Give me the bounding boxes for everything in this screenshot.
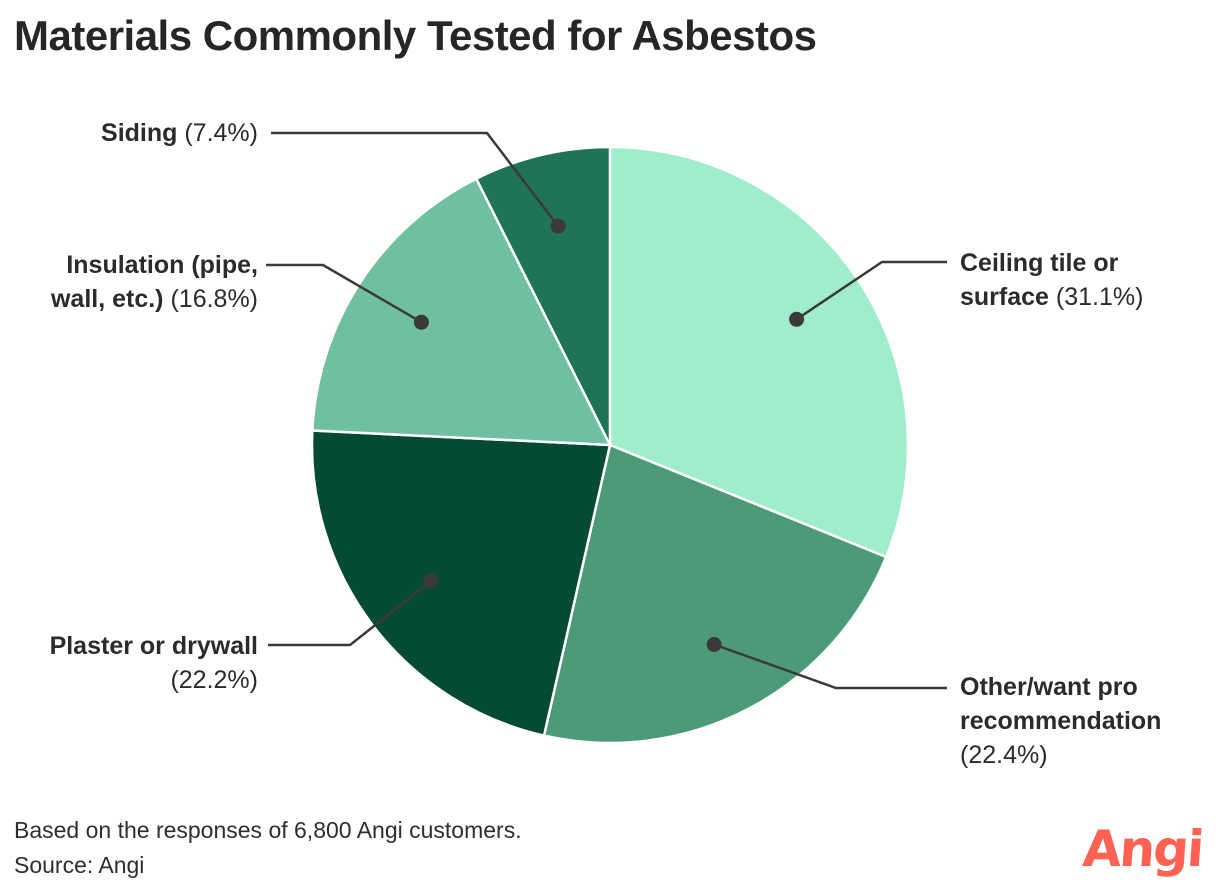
- leader-line: [713, 643, 947, 690]
- leader-line: [266, 263, 423, 324]
- pie-slice-siding: [475, 145, 612, 447]
- pie-slice-insulation-pipe-wall-etc: [311, 177, 612, 447]
- leader-dot: [423, 573, 439, 589]
- slice-label-other-pct: (22.4%): [960, 741, 1048, 769]
- slice-label-ceiling-pct: (31.1%): [1048, 283, 1144, 311]
- pie-slice-plaster-or-drywall: [310, 429, 612, 737]
- slice-label-other-line2: recommendation: [960, 707, 1162, 735]
- slice-label-ceiling: Ceiling tile or surface (31.1%): [960, 246, 1143, 314]
- leader-dot: [550, 218, 566, 234]
- pie-slice-other-want-pro-recommendation: [542, 443, 888, 745]
- slice-label-plaster: Plaster or drywall (22.2%): [0, 629, 258, 697]
- footer-note: Based on the responses of 6,800 Angi cus…: [14, 817, 522, 843]
- leader-line: [795, 260, 947, 321]
- slice-label-other-line1: Other/want pro: [960, 673, 1138, 701]
- angi-logo: Angi: [1080, 820, 1205, 878]
- slice-label-ceiling-line2: surface: [960, 283, 1049, 311]
- slice-label-insulation: Insulation (pipe, wall, etc.) (16.8%): [0, 248, 258, 316]
- slice-label-other: Other/want pro recommendation (22.4%): [960, 670, 1161, 772]
- slice-label-insulation-line1: Insulation (pipe,: [66, 251, 258, 279]
- slice-label-plaster-pct: (22.2%): [170, 666, 258, 694]
- leader-dot: [706, 637, 722, 652]
- slice-label-plaster-name: Plaster or drywall: [49, 632, 258, 660]
- slice-label-siding-pct: (7.4%): [177, 119, 258, 147]
- slice-label-insulation-pct: (16.8%): [163, 285, 258, 313]
- leader-dot: [413, 314, 429, 330]
- slice-label-siding-name: Siding: [101, 119, 178, 147]
- footer-source: Source: Angi: [14, 852, 145, 878]
- leader-line: [271, 131, 560, 227]
- leader-line: [268, 580, 432, 647]
- page-title: Materials Commonly Tested for Asbestos: [14, 12, 817, 59]
- slice-label-siding: Siding (7.4%): [0, 116, 258, 150]
- slice-label-insulation-line2: wall, etc.): [50, 285, 164, 313]
- leader-dot: [789, 311, 805, 327]
- slice-label-ceiling-line1: Ceiling tile or: [960, 249, 1119, 277]
